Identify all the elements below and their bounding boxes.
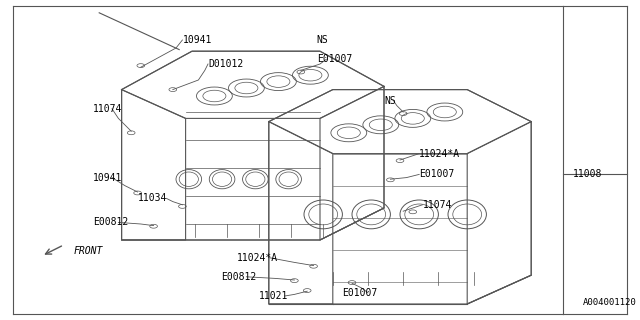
Text: 11074: 11074 [422, 200, 452, 210]
Text: 11024*A: 11024*A [237, 252, 278, 263]
Text: 11021: 11021 [259, 291, 289, 301]
Text: E01007: E01007 [419, 169, 454, 180]
Text: 11024*A: 11024*A [419, 148, 460, 159]
Text: D01012: D01012 [208, 59, 243, 69]
Text: E00812: E00812 [93, 217, 128, 228]
Text: 10941: 10941 [182, 35, 212, 45]
Text: 10941: 10941 [93, 172, 122, 183]
Text: 11074: 11074 [93, 104, 122, 114]
Text: 11034: 11034 [138, 193, 167, 204]
Text: E01007: E01007 [317, 54, 352, 64]
Text: E01007: E01007 [342, 288, 378, 298]
Text: 11008: 11008 [573, 169, 602, 180]
Text: NS: NS [384, 96, 396, 106]
Text: NS: NS [317, 35, 328, 45]
Text: E00812: E00812 [221, 272, 256, 282]
Text: FRONT: FRONT [74, 246, 103, 256]
Text: A004001120: A004001120 [583, 298, 637, 307]
